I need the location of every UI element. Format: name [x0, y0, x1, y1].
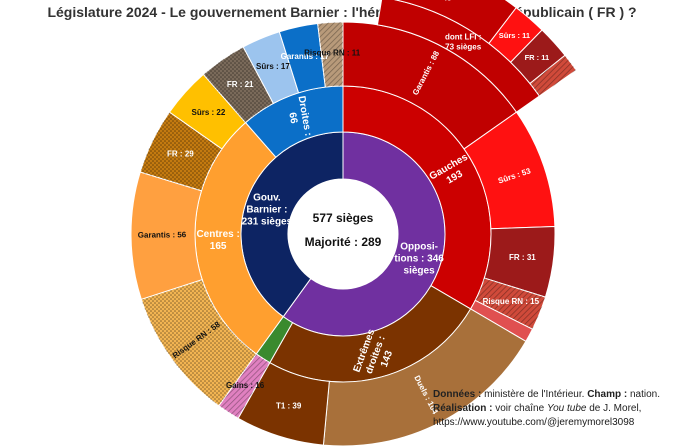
- outer-ring: [130, 21, 556, 447]
- credits-author-line: Réalisation : voir chaîne You tube de J.…: [433, 402, 681, 416]
- lfi-label-1: Garantis :45: [428, 0, 465, 3]
- credits-channel-name: You tube: [546, 403, 587, 414]
- credits-scope-text: nation.: [627, 389, 661, 400]
- outer-pattern-7: [218, 353, 270, 419]
- lfi-label-0: dont LFI :73 sièges: [445, 33, 482, 52]
- middle-label-1: Extrêmesdroites :143: [351, 327, 399, 382]
- credits-url[interactable]: https://www.youtube.com/@jeremymorel3098: [433, 417, 635, 428]
- outer-label-2: FR : 31: [509, 253, 536, 262]
- credits-data-text: ministère de l'Intérieur.: [481, 389, 588, 400]
- credits: Données : ministère de l'Intérieur. Cham…: [433, 388, 681, 430]
- outer-label-11: Sûrs : 22: [192, 108, 226, 117]
- lfi-label-3: FR : 11: [525, 53, 550, 62]
- outer-pattern-10: [140, 112, 222, 191]
- lfi-label-2: Sûrs : 11: [499, 31, 530, 40]
- middle-ring: [194, 85, 492, 383]
- outer-pattern-8: [141, 279, 257, 406]
- outer-label-13: Sûrs : 17: [256, 62, 290, 71]
- inner-label-barnier: Gouv. Barnier :231 sièges: [242, 192, 293, 227]
- credits-data-label: Données :: [433, 389, 482, 400]
- outer-label-12: FR : 21: [227, 80, 254, 89]
- credits-author-label: Réalisation :: [433, 403, 493, 414]
- outer-pattern-3: [475, 278, 546, 330]
- center-seats: 577 sièges: [313, 211, 374, 225]
- center-majority: Majorité : 289: [305, 235, 382, 249]
- credits-author-suffix: de J. Morel,: [586, 403, 642, 414]
- outer-label-9: Garantis : 56: [138, 230, 187, 239]
- middle-label-3: Centres :165: [196, 228, 239, 251]
- outer-pattern-15: [317, 22, 343, 88]
- lfi-pattern-4: [529, 55, 577, 97]
- outer-label-7: Gains : 16: [226, 381, 265, 390]
- credits-data-line: Données : ministère de l'Intérieur. Cham…: [433, 388, 681, 402]
- credits-author-text: voir chaîne: [492, 403, 547, 414]
- outer-label-3: Risque RN : 15: [483, 297, 540, 306]
- center-circle: 577 sièges Majorité : 289: [288, 179, 398, 289]
- lfi-ring: [376, 0, 577, 113]
- outer-label-14: Garantis : 17: [281, 52, 330, 61]
- credits-scope-label: Champ :: [587, 389, 628, 400]
- outer-label-10: FR : 29: [167, 150, 194, 159]
- outer-label-15: Risque RN : 11: [304, 48, 361, 57]
- outer-label-6: T1 : 39: [276, 402, 302, 411]
- outer-pattern-12: [203, 46, 274, 123]
- inner-label-oppositions: Opposi-tions : 346 sièges: [394, 241, 444, 276]
